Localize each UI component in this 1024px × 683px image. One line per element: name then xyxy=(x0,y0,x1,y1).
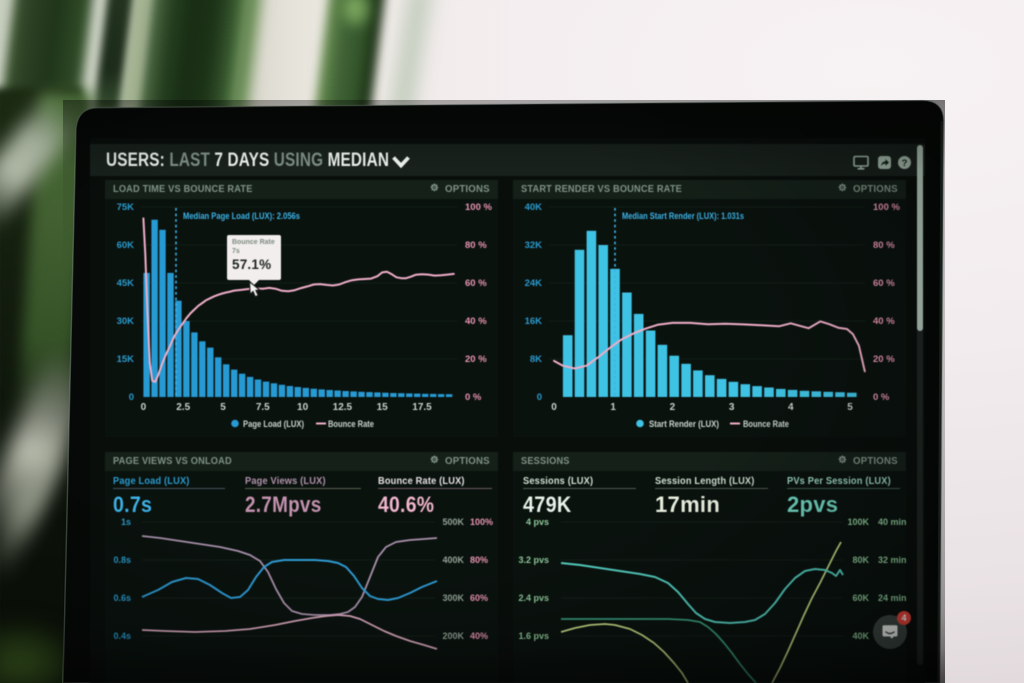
svg-text:60K: 60K xyxy=(117,240,135,251)
svg-text:Page Load (LUX): Page Load (LUX) xyxy=(243,419,304,429)
svg-text:60K: 60K xyxy=(852,593,869,603)
svg-text:7.5: 7.5 xyxy=(256,402,270,413)
svg-text:0.8s: 0.8s xyxy=(113,555,131,565)
svg-text:60 %: 60 % xyxy=(873,278,895,289)
svg-text:32K: 32K xyxy=(525,240,543,251)
svg-text:40%: 40% xyxy=(470,631,488,641)
svg-text:10: 10 xyxy=(297,402,309,413)
svg-text:16K: 16K xyxy=(525,316,543,327)
svg-text:Start Render (LUX): Start Render (LUX) xyxy=(649,419,719,429)
svg-text:0: 0 xyxy=(537,392,542,403)
svg-text:Median Start Render (LUX): 1.0: Median Start Render (LUX): 1.031s xyxy=(622,211,744,222)
svg-text:80 %: 80 % xyxy=(873,240,895,251)
svg-text:40K: 40K xyxy=(525,202,543,213)
svg-text:?: ? xyxy=(902,158,908,169)
svg-text:75K: 75K xyxy=(117,202,135,213)
svg-text:45K: 45K xyxy=(117,278,135,289)
svg-text:0: 0 xyxy=(141,402,147,413)
svg-text:100 %: 100 % xyxy=(873,202,900,213)
svg-text:24K: 24K xyxy=(525,278,543,289)
svg-text:40 min: 40 min xyxy=(878,517,906,527)
svg-text:500K: 500K xyxy=(442,517,464,527)
svg-text:17.5: 17.5 xyxy=(412,402,432,413)
svg-text:3: 3 xyxy=(729,402,735,413)
svg-text:Median Page Load (LUX): 2.056s: Median Page Load (LUX): 2.056s xyxy=(183,211,300,222)
svg-text:1: 1 xyxy=(610,402,616,413)
svg-text:400K: 400K xyxy=(442,555,464,565)
svg-text:100%: 100% xyxy=(470,517,493,527)
svg-text:80K: 80K xyxy=(852,555,869,565)
svg-text:4: 4 xyxy=(788,402,794,413)
svg-text:20 %: 20 % xyxy=(465,354,487,365)
svg-text:0 %: 0 % xyxy=(465,392,482,403)
svg-text:8K: 8K xyxy=(530,354,542,365)
svg-text:5: 5 xyxy=(847,402,853,413)
svg-text:2.4 pvs: 2.4 pvs xyxy=(518,593,549,603)
svg-text:40K: 40K xyxy=(852,631,869,641)
svg-text:3.2 pvs: 3.2 pvs xyxy=(518,555,549,565)
svg-text:2: 2 xyxy=(670,402,676,413)
svg-text:1.6 pvs: 1.6 pvs xyxy=(518,631,549,641)
svg-text:32 min: 32 min xyxy=(878,555,906,565)
svg-text:1s: 1s xyxy=(121,517,131,527)
svg-text:200K: 200K xyxy=(442,631,464,641)
svg-text:15K: 15K xyxy=(117,354,135,365)
svg-text:80%: 80% xyxy=(470,555,488,565)
svg-text:4 pvs: 4 pvs xyxy=(526,517,549,527)
svg-text:12.5: 12.5 xyxy=(333,402,353,413)
svg-text:15: 15 xyxy=(377,402,389,413)
svg-text:5: 5 xyxy=(220,402,226,413)
svg-text:0.6s: 0.6s xyxy=(113,593,131,603)
svg-text:40 %: 40 % xyxy=(873,316,895,327)
svg-text:30K: 30K xyxy=(117,316,135,327)
svg-text:300K: 300K xyxy=(442,593,464,603)
svg-text:60%: 60% xyxy=(470,593,488,603)
svg-text:0 %: 0 % xyxy=(873,392,890,403)
svg-text:100K: 100K xyxy=(847,517,869,527)
svg-text:24 min: 24 min xyxy=(878,593,906,603)
svg-text:Bounce Rate: Bounce Rate xyxy=(743,419,789,429)
svg-text:60 %: 60 % xyxy=(465,278,487,289)
svg-text:20 %: 20 % xyxy=(873,354,895,365)
svg-text:40 %: 40 % xyxy=(465,316,487,327)
svg-text:100 %: 100 % xyxy=(465,202,492,213)
svg-text:Bounce Rate: Bounce Rate xyxy=(328,419,374,429)
svg-text:0: 0 xyxy=(551,402,557,413)
svg-text:80 %: 80 % xyxy=(465,240,487,251)
svg-text:0.4s: 0.4s xyxy=(113,631,131,641)
svg-text:0: 0 xyxy=(129,392,134,403)
svg-text:2.5: 2.5 xyxy=(176,402,190,413)
